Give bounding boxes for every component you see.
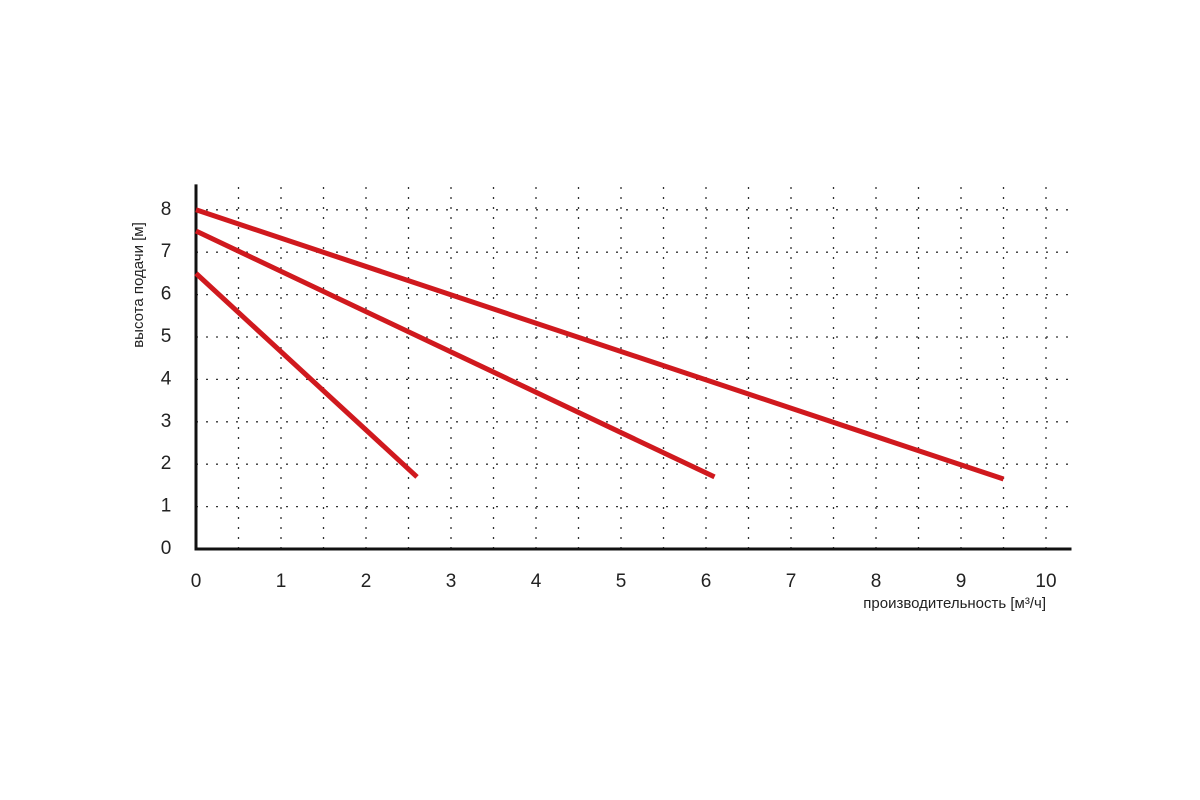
- y-tick-label: 6: [161, 284, 172, 305]
- y-tick-label: 8: [161, 199, 172, 220]
- y-tick-label: 0: [161, 538, 172, 559]
- line-series: [195, 207, 1005, 482]
- x-tick-label: 9: [956, 571, 967, 592]
- y-tick-label: 1: [161, 496, 172, 517]
- y-axis-label: высота подачи [м]: [130, 222, 147, 348]
- x-axis-label: производительность [м³/ч]: [863, 595, 1046, 612]
- x-tick-label: 10: [1035, 571, 1056, 592]
- y-tick-label: 7: [161, 241, 172, 262]
- y-tick-label: 4: [161, 368, 172, 389]
- y-tick-label: 5: [161, 326, 172, 347]
- y-tick-label: 3: [161, 411, 172, 432]
- line-series: [194, 228, 716, 480]
- line-series: [194, 271, 419, 479]
- y-tick-label: 2: [161, 453, 172, 474]
- x-tick-label: 2: [361, 571, 372, 592]
- x-tick-label: 8: [871, 571, 882, 592]
- x-tick-label: 0: [191, 571, 202, 592]
- x-tick-label: 1: [276, 571, 287, 592]
- x-tick-label: 3: [446, 571, 457, 592]
- x-tick-label: 6: [701, 571, 712, 592]
- x-tick-label: 7: [786, 571, 797, 592]
- x-tick-label: 5: [616, 571, 627, 592]
- x-tick-label: 4: [531, 571, 542, 592]
